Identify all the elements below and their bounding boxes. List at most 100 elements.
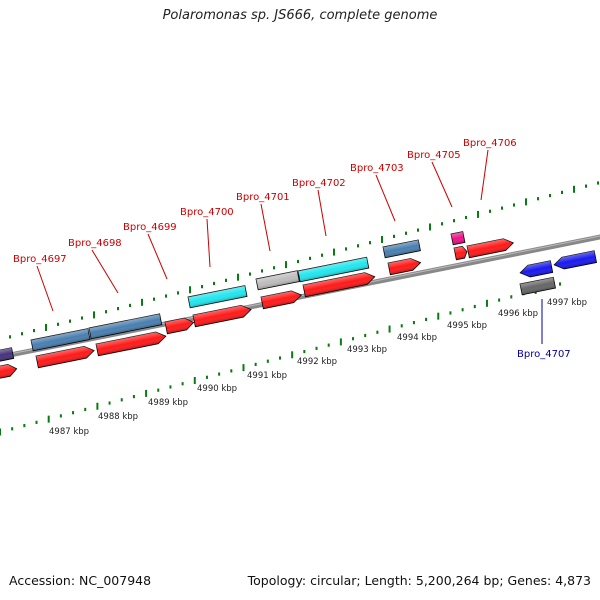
outer-minor-tick: [117, 307, 119, 311]
outer-minor-tick: [393, 234, 395, 238]
gene-block: [255, 270, 300, 291]
inner-minor-tick: [254, 362, 257, 367]
outer-minor-tick: [69, 319, 71, 323]
leader-line: [480, 149, 489, 201]
gene-block: [297, 256, 370, 283]
gene-block-shade: [89, 313, 162, 339]
kbp-label: 4992 kbp: [297, 357, 337, 367]
kbp-label: 4995 kbp: [447, 321, 487, 331]
outer-major-tick: [525, 198, 527, 206]
leader-line: [147, 233, 168, 280]
outer-major-tick: [141, 298, 143, 306]
inner-minor-tick: [498, 298, 501, 302]
outer-minor-tick: [105, 310, 107, 314]
kbp-label: 4994 kbp: [397, 333, 437, 343]
outer-major-tick: [93, 311, 95, 319]
gene-label-bpro-4705: Bpro_4705: [407, 150, 461, 161]
inner-minor-tick: [181, 382, 184, 386]
gene-label-bpro-4697: Bpro_4697: [13, 254, 67, 265]
cds-arrow: [0, 364, 18, 381]
inner-minor-tick: [59, 414, 62, 418]
outer-minor-tick: [129, 303, 131, 308]
cds-arrow-shade: [36, 346, 95, 368]
kbp-label: 4988 kbp: [98, 412, 138, 422]
inner-major-tick: [145, 389, 148, 397]
outer-minor-tick: [213, 281, 215, 286]
inner-minor-tick: [84, 407, 87, 412]
outer-minor-tick: [249, 272, 251, 276]
outer-minor-tick: [585, 184, 587, 188]
leader-line: [91, 249, 119, 294]
outer-minor-tick: [345, 247, 347, 251]
outer-minor-tick: [309, 256, 311, 260]
reverse-gene-arrow-shade: [554, 250, 597, 270]
cds-arrow-shade: [96, 332, 166, 356]
gene-block: [0, 347, 15, 364]
inner-minor-tick: [72, 411, 75, 415]
gene-label-bpro-4707: Bpro_4707: [517, 349, 571, 360]
cds-arrow-shade: [467, 238, 514, 258]
outer-tick-track: [9, 181, 599, 339]
outer-major-tick: [285, 261, 287, 269]
reverse-gene-block: [519, 276, 556, 296]
inner-minor-tick: [169, 385, 172, 389]
gene-block-shade: [383, 239, 421, 258]
inner-minor-tick: [23, 423, 26, 428]
cds-arrow: [453, 245, 468, 261]
gene-block: [187, 285, 248, 309]
leader-line: [375, 174, 396, 222]
outer-minor-tick: [297, 259, 299, 264]
gene-block-shade: [451, 231, 465, 245]
gene-label-bpro-4703: Bpro_4703: [350, 163, 404, 174]
outer-minor-tick: [57, 322, 59, 326]
inner-major-tick: [47, 415, 50, 423]
cds-arrow-shade: [454, 246, 467, 260]
outer-minor-tick: [177, 291, 179, 295]
outer-minor-tick: [321, 253, 323, 257]
cds-arrow: [95, 331, 167, 357]
outer-minor-tick: [441, 222, 443, 226]
leader-line: [260, 203, 271, 252]
cds-arrow-shade: [388, 258, 421, 275]
inner-minor-tick: [11, 427, 14, 431]
kbp-label: 4989 kbp: [148, 398, 188, 408]
reverse-gene-arrow: [553, 250, 598, 270]
accession-text: Accession: NC_007948: [9, 573, 152, 588]
kbp-labels: 4987 kbp 4988 kbp 4989 kbp 4990 kbp 4991 kbp…: [49, 298, 587, 437]
kbp-label: 4997 kbp: [547, 298, 587, 308]
inner-minor-tick: [120, 398, 123, 402]
leader-line: [206, 218, 211, 268]
inner-major-tick: [485, 299, 488, 307]
map-title: Polaromonas sp. JS666, complete genome: [162, 8, 438, 23]
inner-minor-tick: [461, 308, 464, 312]
label-leader-lines: [36, 149, 543, 344]
inner-major-tick: [193, 377, 196, 385]
cds-arrow-shade: [0, 364, 17, 380]
outer-minor-tick: [81, 316, 83, 320]
outer-minor-tick: [513, 203, 515, 207]
outer-major-tick: [237, 273, 239, 281]
inner-minor-tick: [510, 295, 513, 299]
inner-minor-tick: [108, 401, 111, 405]
cds-arrow: [192, 304, 252, 328]
gene-block: [382, 239, 421, 259]
gene-block-shade: [31, 328, 91, 351]
cds-arrow-shade: [165, 318, 194, 334]
inner-major-tick: [96, 402, 99, 410]
kbp-label: 4996 kbp: [498, 309, 538, 319]
cds-arrow: [302, 272, 376, 298]
outer-major-tick: [429, 223, 431, 231]
outer-major-tick: [477, 210, 479, 218]
reverse-gene-arrow-shade: [520, 260, 553, 278]
inner-major-tick: [0, 428, 1, 436]
gene-block: [450, 231, 466, 246]
inner-minor-tick: [303, 349, 306, 354]
outer-minor-tick: [261, 269, 263, 273]
outer-minor-tick: [357, 244, 359, 248]
outer-minor-tick: [549, 193, 551, 198]
outer-major-tick: [381, 236, 383, 244]
kbp-label: 4990 kbp: [197, 384, 237, 394]
cds-arrow: [387, 258, 422, 276]
outer-minor-tick: [501, 206, 503, 210]
